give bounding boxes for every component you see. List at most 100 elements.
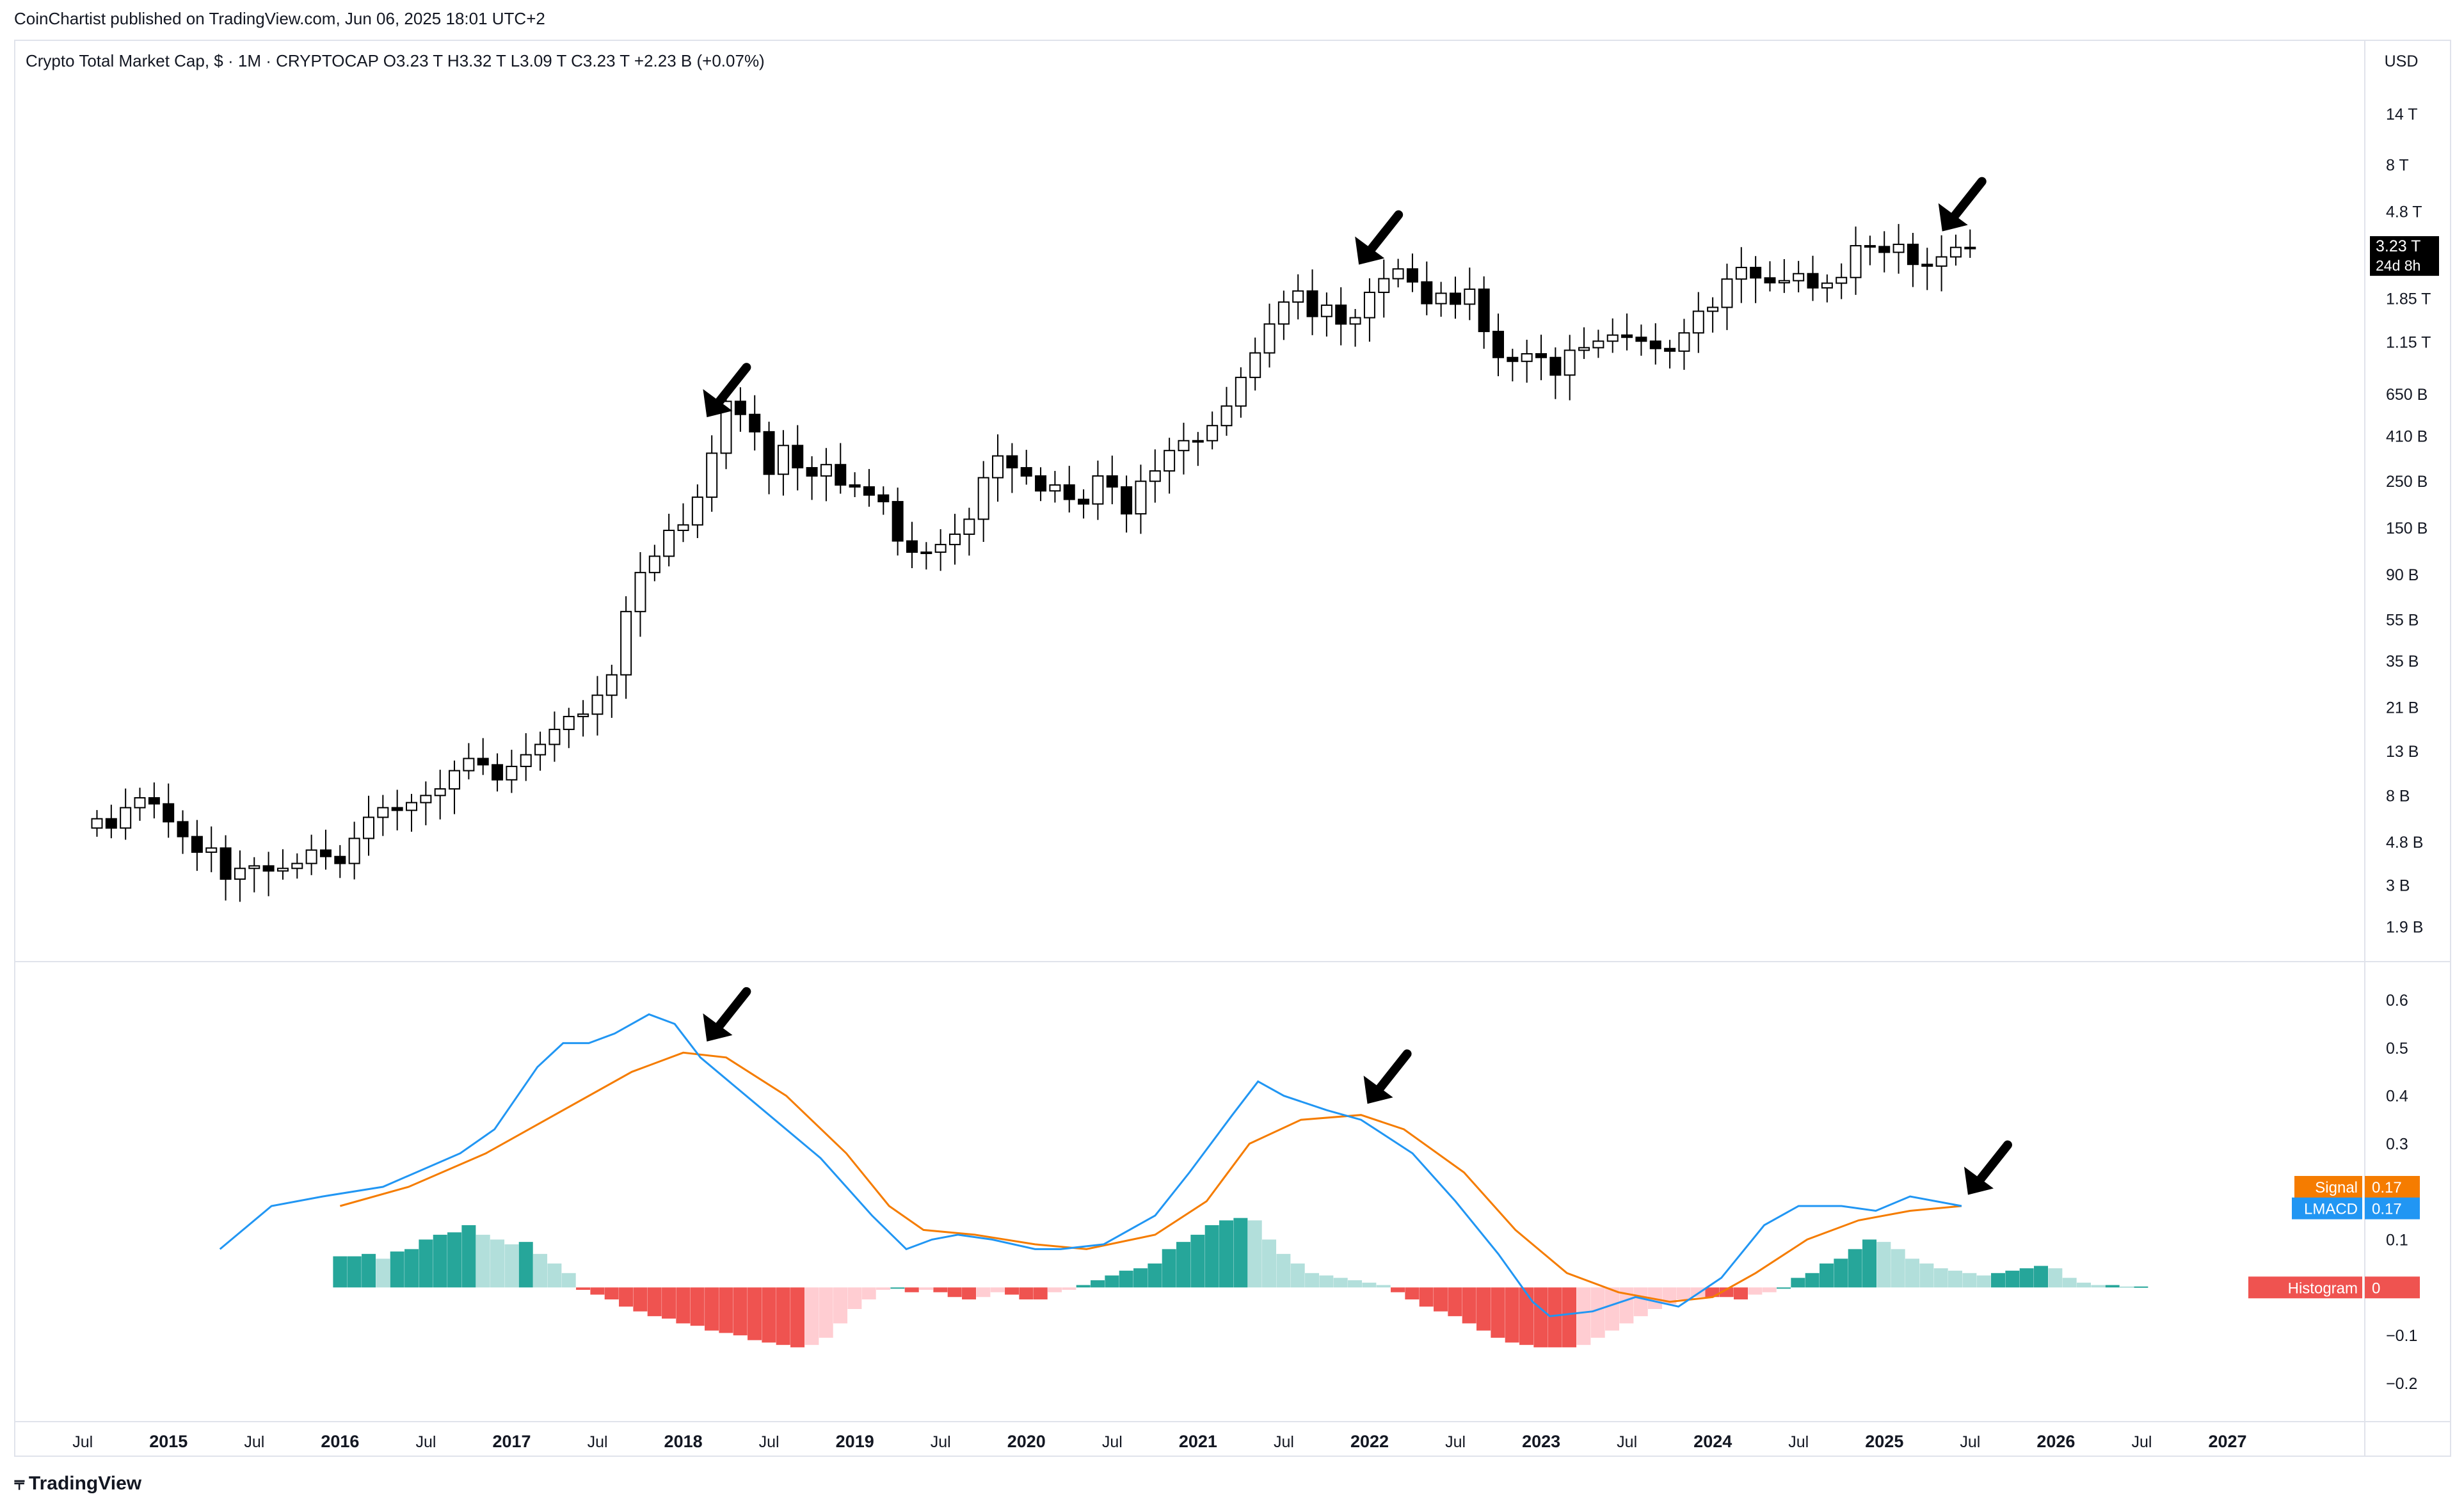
histogram-bar	[633, 1287, 648, 1312]
histogram-bar	[1048, 1287, 1062, 1292]
histogram-bar	[1162, 1249, 1176, 1288]
candle-up	[1092, 475, 1104, 505]
candle-down	[1964, 246, 1976, 250]
histogram-bar	[1376, 1285, 1391, 1288]
time-tick-label: Jul	[1274, 1433, 1294, 1451]
histogram-bar	[1691, 1287, 1706, 1298]
histogram-bar	[705, 1287, 719, 1331]
candle-up	[706, 452, 718, 498]
candle-up	[1678, 332, 1690, 352]
candle-up	[1592, 340, 1604, 349]
candle-up	[434, 788, 446, 797]
histogram-bar	[376, 1258, 390, 1288]
histogram-bar	[2005, 1271, 2020, 1288]
histogram-bar	[1462, 1287, 1476, 1324]
candle-down	[734, 401, 746, 415]
histogram-bar	[561, 1273, 576, 1288]
histogram-bar	[662, 1287, 676, 1319]
histogram-bar	[1762, 1287, 1777, 1292]
candle-down	[806, 467, 818, 477]
candle-up	[1192, 440, 1204, 443]
histogram-bar	[1119, 1271, 1133, 1288]
time-tick-label: 2016	[321, 1432, 359, 1451]
candle-down	[749, 413, 761, 433]
candle-up	[463, 758, 475, 772]
histogram-bar	[1719, 1287, 1734, 1298]
histogram-bar	[1419, 1287, 1434, 1307]
annotation-arrows	[703, 177, 2012, 1195]
arrow-head	[1938, 203, 1968, 232]
histogram-bar	[1834, 1258, 1848, 1288]
histogram-bar	[619, 1287, 634, 1307]
histogram-bar	[2048, 1268, 2063, 1288]
histogram-bar	[1676, 1287, 1691, 1299]
macd-axis-ticks: 0.6 0.5 0.4 0.3 0.1 −0.1 −0.2	[2386, 992, 2417, 1393]
price-tick-label: 14 T	[2386, 106, 2418, 123]
tradingview-logo[interactable]: ⫧ TradingView	[14, 1473, 141, 1495]
histogram-bar	[547, 1263, 562, 1288]
candle-down	[105, 818, 117, 829]
candle-down	[1406, 268, 1418, 283]
time-tick-label: 2015	[149, 1432, 188, 1451]
candle-up	[291, 862, 303, 869]
histogram-bar	[490, 1239, 505, 1288]
price-tick-label: 21 B	[2386, 699, 2419, 717]
arrow-shaft	[1373, 1049, 1412, 1096]
time-tick-label: Jul	[588, 1433, 608, 1451]
time-tick-label: Jul	[931, 1433, 951, 1451]
histogram-bar	[404, 1249, 419, 1288]
histogram-bar	[1533, 1287, 1548, 1347]
candle-up	[134, 797, 146, 809]
lmacd-line	[219, 1013, 1962, 1317]
histogram-bar	[847, 1287, 862, 1309]
histogram-bar	[518, 1242, 533, 1288]
histogram-bar	[2120, 1286, 2134, 1288]
arrow-head	[1355, 236, 1385, 265]
histogram-bar	[933, 1287, 948, 1292]
histogram-bar	[1247, 1220, 1262, 1288]
candle-down	[492, 764, 504, 781]
candle-up	[820, 464, 832, 477]
histogram-bar	[1848, 1249, 1862, 1288]
candle-up	[406, 802, 418, 811]
candle-down	[1750, 267, 1762, 279]
histogram-bar	[1948, 1271, 1963, 1288]
candle-down	[1121, 486, 1133, 515]
time-axis-ticks: Jul 2015 Jul 2016 Jul 2017 Jul 2018 Jul 2019 Jul 20…	[72, 1432, 2246, 1451]
candle-down	[1649, 340, 1661, 349]
histogram-bar	[1662, 1287, 1677, 1305]
candle-down	[1306, 290, 1318, 317]
candle-up	[1778, 280, 1790, 283]
candle-up	[449, 770, 461, 790]
candle-down	[1807, 273, 1819, 289]
histogram-bar	[1190, 1234, 1205, 1288]
candle-up	[1606, 334, 1619, 342]
candle-down	[763, 431, 775, 475]
candle-up	[548, 729, 561, 745]
candle-up	[1235, 376, 1247, 407]
candle-up	[563, 715, 575, 731]
arrow-shaft	[712, 987, 751, 1033]
price-tick-label: 55 B	[2386, 611, 2419, 629]
price-tick-label: 4.8 T	[2386, 203, 2422, 221]
histogram-bar	[1562, 1287, 1577, 1347]
histogram-bar	[590, 1287, 605, 1295]
candle-down	[1492, 331, 1504, 358]
candle-up	[1578, 347, 1590, 351]
histogram-bar	[1491, 1287, 1505, 1338]
candle-up	[992, 455, 1004, 479]
candle-up	[1178, 440, 1190, 452]
series-title: Crypto Total Market Cap, $ · 1M · CRYPTO…	[26, 51, 765, 70]
price-axis-unit[interactable]: USD	[2385, 52, 2419, 70]
candle-down	[792, 445, 804, 469]
histogram-bar	[461, 1225, 476, 1288]
candle-up	[1220, 405, 1233, 427]
histogram-bar	[1476, 1287, 1491, 1331]
histogram-bar	[1076, 1285, 1091, 1288]
candle-up	[1363, 291, 1375, 319]
candle-down	[220, 847, 232, 880]
candle-down	[1421, 281, 1433, 305]
histogram-bar	[1333, 1278, 1348, 1288]
histogram-bar	[1019, 1287, 1034, 1299]
